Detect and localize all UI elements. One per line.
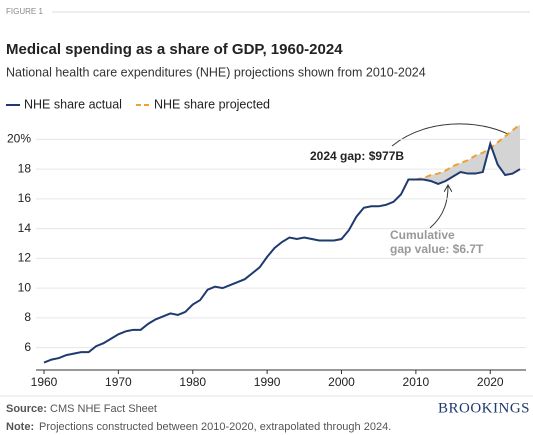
y-tick-label: 16 — [18, 191, 32, 205]
y-tick-label: 6 — [24, 340, 31, 354]
x-tick-label: 2010 — [403, 375, 430, 389]
note-text: Projections constructed between 2010-202… — [39, 421, 391, 433]
gap-annotation: 2024 gap: $977B — [310, 149, 404, 163]
series-line — [415, 123, 521, 181]
y-tick-label: 8 — [24, 310, 31, 324]
y-tick-label: 10 — [18, 280, 32, 294]
gap-area — [415, 124, 520, 184]
series-line — [43, 140, 521, 364]
y-tick-label: 20% — [7, 131, 31, 145]
chart-subtitle: National health care expenditures (NHE) … — [6, 65, 426, 79]
y-tick-label: 18 — [18, 161, 32, 175]
legend-label: NHE share projected — [154, 97, 270, 111]
note-label: Note: — [6, 421, 34, 433]
x-tick-label: 1970 — [105, 375, 132, 389]
source-label: Source: — [6, 403, 47, 415]
figure-label: FIGURE 1 — [6, 7, 43, 16]
x-tick-label: 1990 — [254, 375, 281, 389]
legend-label: NHE share actual — [24, 97, 122, 111]
brand: BROOKINGS — [438, 400, 530, 416]
annotation-arrow — [429, 186, 448, 229]
y-tick-label: 14 — [18, 221, 32, 235]
cumulative-annotation: Cumulative — [390, 228, 455, 242]
x-tick-label: 1960 — [31, 375, 58, 389]
source-text: CMS NHE Fact Sheet — [50, 403, 157, 415]
cumulative-annotation: gap value: $6.7T — [390, 242, 484, 256]
x-tick-label: 2000 — [328, 375, 355, 389]
y-tick-label: 12 — [18, 251, 32, 265]
x-tick-label: 2020 — [477, 375, 504, 389]
x-tick-label: 1980 — [179, 375, 206, 389]
chart-title: Medical spending as a share of GDP, 1960… — [6, 41, 343, 58]
